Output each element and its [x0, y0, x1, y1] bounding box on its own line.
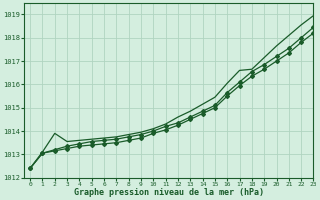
X-axis label: Graphe pression niveau de la mer (hPa): Graphe pression niveau de la mer (hPa): [74, 188, 264, 197]
